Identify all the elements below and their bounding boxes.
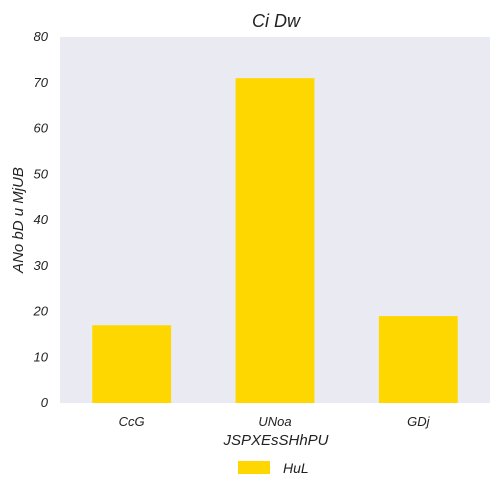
x-tick-label: UNoa — [258, 414, 291, 429]
y-tick-label: 10 — [34, 349, 49, 364]
y-tick-label: 40 — [34, 212, 49, 227]
bar-gdj — [378, 316, 458, 403]
bar-unoa — [235, 78, 315, 404]
legend-swatch — [238, 461, 270, 474]
y-tick-label: 60 — [34, 121, 49, 136]
y-axis-label: ANo bD u MjUB — [10, 167, 27, 274]
bars-group — [92, 78, 458, 404]
y-tick-label: 50 — [34, 166, 49, 181]
y-axis-ticks: 0 10 20 30 40 50 60 70 80 — [33, 29, 49, 410]
bar-ccg — [92, 325, 172, 403]
y-tick-label: 0 — [41, 395, 49, 410]
chart-title: Ci Dw — [252, 11, 301, 31]
y-tick-label: 30 — [34, 258, 49, 273]
legend-label: HuL — [283, 460, 309, 476]
y-tick-label: 80 — [34, 29, 49, 44]
x-axis-ticks: CcG UNoa GDj — [119, 414, 431, 429]
legend: HuL — [238, 460, 309, 476]
y-tick-label: 20 — [33, 304, 49, 319]
x-tick-label: GDj — [407, 414, 431, 429]
x-axis-label: JSPXEsSHhPU — [222, 432, 328, 449]
y-tick-label: 70 — [34, 75, 49, 90]
x-tick-label: CcG — [119, 414, 145, 429]
